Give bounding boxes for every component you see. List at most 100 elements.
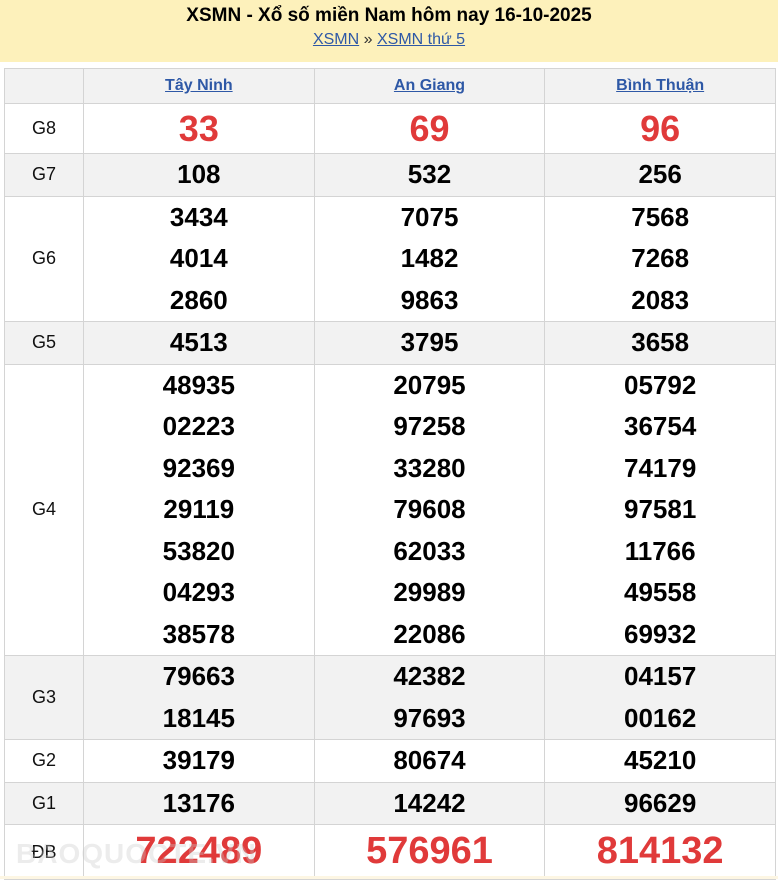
prize-cell: 96 [544,103,776,154]
prize-number: 29989 [393,577,466,607]
prize-number: 7568 [631,201,690,232]
province-link[interactable]: An Giang [393,77,466,94]
prize-row: G1 13176 14242 96629 [4,781,776,825]
prize-cell: 13176 [83,781,315,825]
prize-label: G7 [4,153,84,197]
prize-cell: 722489 [83,824,315,880]
prize-number: 97258 [393,411,466,441]
prize-cell: 05792 36754 74179 97581 11766 49558 69932 [544,363,776,656]
prize-cell: 39179 [83,739,315,783]
prize-number: 48935 [162,369,235,400]
prize-number: 97581 [624,494,697,524]
prize-number: 9863 [400,284,459,315]
prize-cell: 3658 [544,321,776,365]
prize-number: 13176 [162,787,235,818]
prize-cell: 33 [83,103,315,154]
prize-number: 05792 [624,369,697,400]
prize-row: ĐB 722489 576961 814132 [4,824,776,880]
prize-cell: 108 [83,153,315,197]
prize-number: 29119 [163,494,235,524]
prize-number: 49558 [624,577,697,607]
prize-label: ĐB [4,824,84,880]
prize-label: G4 [4,363,84,656]
prize-label: G1 [4,781,84,825]
watermark: BAOQUOCTE.VN [16,838,257,869]
prize-number: 7075 [400,201,459,232]
prize-number: 4014 [169,243,228,273]
province-header: An Giang [313,68,546,104]
prize-cell: 14242 [313,781,546,825]
footer-strip [0,876,778,879]
prize-number: 97693 [393,702,466,733]
prize-number: 814132 [596,830,724,873]
prize-number: 69 [409,107,450,149]
prize-number: 3795 [400,327,459,357]
prize-cell: 04157 00162 [544,655,776,740]
prize-number: 532 [407,159,452,189]
prize-label: G2 [4,739,84,783]
breadcrumb-xsmn[interactable]: XSMN [312,31,360,48]
prize-number: 92369 [162,452,235,483]
prize-number: 02223 [162,411,235,441]
prize-number: 39179 [162,745,235,775]
prize-number: 69932 [624,618,697,649]
prize-number: 53820 [162,535,235,566]
prize-cell: 79663 18145 [83,655,315,740]
prize-label: G6 [4,195,84,322]
prize-label: G8 [4,103,84,154]
prize-cell: 3795 [313,321,546,365]
page-header: XSMN - Xổ số miền Nam hôm nay 16-10-2025… [0,0,778,62]
breadcrumb-separator: » [363,31,373,48]
page-title: XSMN - Xổ số miền Nam hôm nay 16-10-2025 [186,5,592,26]
prize-number: 38578 [162,618,235,649]
prize-number: 33280 [393,452,466,483]
prize-cell: 7568 7268 2083 [544,195,776,322]
prize-cell: 814132 [544,824,776,880]
province-link[interactable]: Tây Ninh [165,77,233,94]
prize-cell: 69 [313,103,546,154]
prize-number: 3434 [169,201,228,232]
prize-number: 722489 [135,830,263,873]
prize-number: 36754 [624,411,697,441]
prize-number: 96629 [624,787,697,818]
prize-number: 04157 [624,661,697,691]
prize-label: G5 [4,321,84,365]
prize-number: 256 [638,159,682,189]
prize-cell: 7075 1482 9863 [313,195,546,322]
prize-cell: 256 [544,153,776,197]
prize-cell: 576961 [313,824,546,880]
prize-cell: 96629 [544,781,776,825]
prize-number: 3658 [631,327,690,357]
prize-number: 576961 [366,830,493,873]
prize-number: 79608 [393,494,466,524]
prize-number: 79663 [162,661,235,691]
breadcrumb-xsmn-thu5[interactable]: XSMN thứ 5 [376,31,466,48]
prize-number: 18145 [162,702,235,733]
prize-number: 74179 [624,452,697,483]
prize-number: 42382 [393,661,466,691]
prize-number: 80674 [393,745,466,775]
prize-number: 33 [178,107,219,149]
prize-row: G4 48935 02223 92369 29119 53820 04293 38578 207… [4,363,776,656]
prize-row: G8 33 69 96 [4,103,776,154]
prize-number: 04293 [162,577,235,607]
province-header: Tây Ninh [83,68,315,104]
prize-row: G3 79663 18145 42382 97693 04157 00162 [4,655,776,740]
prize-cell: 80674 [313,739,546,783]
prize-number: 20795 [393,369,466,400]
prize-row: G7 108 532 256 [4,153,776,197]
breadcrumb: XSMN » XSMN thứ 5 [0,31,778,49]
prize-number: 14242 [393,787,466,818]
prize-row: G5 4513 3795 3658 [4,321,776,365]
prize-number: 7268 [631,243,690,273]
prize-number: 108 [177,159,221,189]
province-link[interactable]: Bình Thuận [616,77,705,94]
prize-label: G3 [4,655,84,740]
prize-number: 22086 [393,618,466,649]
prize-cell: 3434 4014 2860 [83,195,315,322]
prize-cell: 532 [313,153,546,197]
prize-number: 2860 [169,284,228,315]
prize-number: 4513 [169,327,228,357]
prize-cell: 48935 02223 92369 29119 53820 04293 38578 [83,363,315,656]
corner-cell [4,68,84,104]
